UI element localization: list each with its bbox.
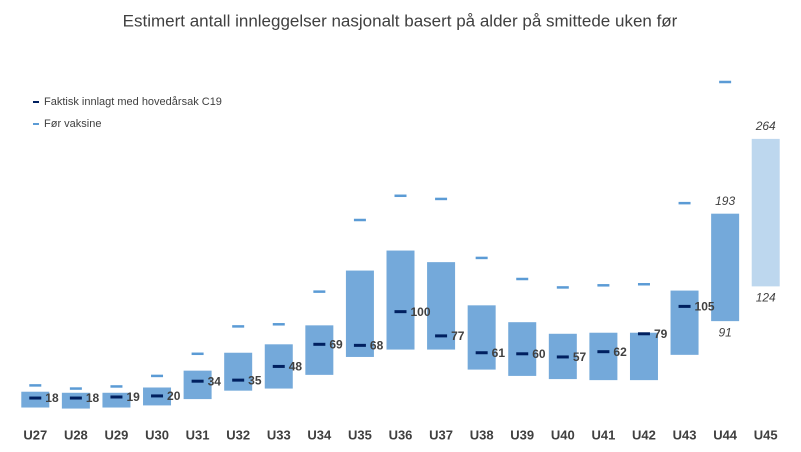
value-label: 34 [208, 374, 222, 388]
x-tick-label: U39 [510, 427, 534, 442]
range-bar [711, 213, 740, 322]
value-label: 100 [411, 305, 431, 319]
range-bar [21, 391, 50, 408]
range-bar [467, 305, 496, 370]
legend-label: Før vaksine [44, 118, 101, 130]
value-label: 105 [695, 300, 715, 314]
x-tick-label: U42 [632, 427, 656, 442]
x-tick-label: U33 [267, 427, 291, 442]
x-tick-label: U31 [186, 427, 210, 442]
range-low-label: 91 [718, 325, 731, 339]
x-tick-label: U29 [105, 427, 129, 442]
range-high-label: 193 [715, 194, 735, 208]
legend-label: Faktisk innlagt med hovedårsak C19 [44, 96, 222, 108]
x-tick-label: U36 [389, 427, 413, 442]
x-tick-label: U30 [145, 427, 169, 442]
range-bar [751, 138, 780, 287]
value-label: 62 [613, 345, 627, 359]
range-bar [224, 352, 253, 391]
range-high-label: 264 [755, 119, 776, 133]
range-bar [670, 290, 699, 355]
x-tick-label: U38 [470, 427, 494, 442]
range-bar [61, 392, 90, 409]
x-tick-label: U41 [591, 427, 615, 442]
value-label: 48 [289, 360, 303, 374]
value-label: 69 [329, 337, 343, 351]
x-tick-label: U35 [348, 427, 372, 442]
range-bar [102, 392, 131, 408]
range-bar [345, 270, 374, 357]
range-bar [386, 250, 415, 350]
x-tick-label: U34 [307, 427, 332, 442]
x-tick-label: U44 [713, 427, 738, 442]
range-low-label: 124 [756, 291, 776, 305]
range-bar [629, 332, 658, 381]
range-bar [589, 332, 618, 381]
value-label: 79 [654, 327, 668, 341]
value-label: 57 [573, 350, 587, 364]
x-tick-label: U37 [429, 427, 453, 442]
value-label: 18 [86, 391, 100, 405]
range-bar [305, 325, 334, 375]
x-tick-label: U28 [64, 427, 88, 442]
value-label: 77 [451, 329, 465, 343]
x-tick-label: U27 [23, 427, 47, 442]
value-label: 68 [370, 339, 384, 353]
range-bar [508, 322, 537, 376]
value-label: 19 [126, 390, 140, 404]
value-label: 61 [492, 346, 506, 360]
chart-title: Estimert antall innleggelser nasjonalt b… [123, 11, 678, 30]
value-label: 35 [248, 373, 262, 387]
range-bar [183, 370, 212, 400]
x-tick-label: U40 [551, 427, 575, 442]
x-tick-label: U45 [754, 427, 778, 442]
value-label: 60 [532, 347, 546, 361]
value-label: 20 [167, 389, 181, 403]
x-tick-label: U32 [226, 427, 250, 442]
value-label: 18 [45, 391, 59, 405]
x-tick-label: U43 [673, 427, 697, 442]
